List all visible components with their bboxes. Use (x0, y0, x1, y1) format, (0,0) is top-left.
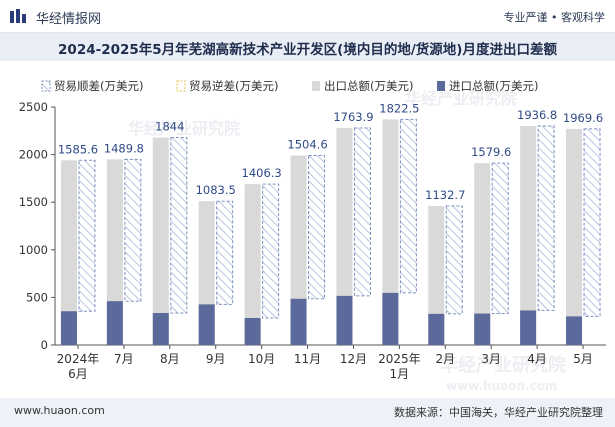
watermark-url: www.huaon.com (446, 379, 557, 393)
legend-swatch-import (437, 81, 445, 91)
x-tick-label: 2025年 (378, 352, 421, 366)
y-tick-label: 1500 (19, 195, 48, 209)
import-bar (106, 301, 123, 345)
import-bar (520, 310, 537, 345)
surplus-value-label: 1822.5 (379, 101, 419, 115)
x-tick-label: 4月 (527, 352, 547, 366)
x-tick-label: 6月 (68, 367, 88, 381)
surplus-bar (537, 125, 555, 311)
surplus-bar (308, 155, 326, 300)
watermark-text: 华经产业研究院 (440, 354, 566, 376)
x-tick-label: 11月 (294, 352, 321, 366)
surplus-bar (262, 183, 280, 319)
import-bar (290, 298, 307, 345)
footer (0, 398, 615, 427)
x-tick-label: 9月 (206, 352, 226, 366)
legend-label-surplus: 贸易顺差(万美元) (54, 79, 143, 93)
title-band (0, 33, 615, 61)
x-tick-label: 7月 (114, 352, 134, 366)
legend-label-deficit: 贸易逆差(万美元) (189, 79, 278, 93)
export-bar (290, 155, 307, 345)
legend-label-export: 出口总额(万美元) (324, 79, 413, 93)
export-bar (428, 206, 445, 345)
y-tick-label: 1000 (19, 243, 48, 257)
y-tick-label: 500 (26, 290, 48, 304)
x-tick-label: 12月 (340, 352, 367, 366)
surplus-value-label: 1132.7 (425, 188, 465, 202)
x-tick-label: 1月 (390, 367, 410, 381)
data-source: 数据来源：中国海关，华经产业研究院整理 (394, 406, 603, 419)
surplus-value-label: 1763.9 (333, 110, 373, 124)
export-bar (566, 128, 583, 345)
surplus-bar (399, 118, 417, 294)
import-bar (60, 311, 77, 345)
surplus-bar (491, 162, 509, 315)
import-bar (566, 316, 583, 345)
export-bar (382, 119, 399, 345)
x-tick-label: 10月 (248, 352, 275, 366)
surplus-bar (353, 127, 371, 297)
watermark-text: 华经产业研究院 (405, 89, 517, 108)
x-tick-label: 5月 (573, 352, 593, 366)
brand-name: 华经情报网 (36, 12, 102, 27)
watermark-text: 华经产业研究院 (128, 119, 240, 138)
y-tick-label: 2000 (19, 148, 48, 162)
x-tick-label: 2024年 (57, 352, 100, 366)
x-tick-label: 8月 (160, 352, 180, 366)
import-bar (198, 304, 215, 345)
surplus-value-label: 1936.8 (517, 108, 557, 122)
surplus-value-label: 1083.5 (196, 183, 236, 197)
chart-title: 2024-2025年5月年芜湖高新技术产业开发区(境内目的地/货源地)月度进出口… (58, 42, 557, 58)
import-bar (152, 313, 169, 345)
surplus-value-label: 1585.6 (58, 142, 98, 156)
export-bar (60, 160, 77, 345)
export-bar (520, 126, 537, 345)
legend-swatch-export (312, 81, 320, 91)
surplus-value-label: 1504.6 (287, 138, 327, 152)
surplus-bar (170, 136, 188, 314)
legend-swatch-surplus (41, 80, 51, 92)
export-bar (152, 137, 169, 345)
export-bar (336, 127, 353, 345)
import-bar (336, 295, 353, 345)
surplus-bar (445, 205, 463, 315)
surplus-value-label: 1844 (155, 119, 184, 133)
surplus-bar (124, 158, 142, 302)
legend-swatch-deficit (176, 80, 186, 92)
top-bar (0, 0, 615, 33)
brand-slogan: 专业严谨 • 客观科学 (503, 11, 605, 24)
import-bar (428, 313, 445, 345)
surplus-value-label: 1579.6 (471, 145, 511, 159)
surplus-bar (216, 200, 234, 305)
y-tick-label: 0 (41, 338, 48, 352)
export-bar (106, 159, 123, 345)
surplus-value-label: 1489.8 (104, 141, 144, 155)
export-bar (244, 184, 261, 345)
y-tick-label: 2500 (19, 100, 48, 114)
surplus-bar (78, 159, 96, 312)
x-tick-label: 2月 (435, 352, 455, 366)
surplus-bar (583, 128, 601, 317)
import-bar (244, 317, 261, 345)
x-tick-label: 3月 (481, 352, 501, 366)
import-bar (474, 313, 491, 345)
surplus-value-label: 1406.3 (242, 166, 282, 180)
brand-logo-icon (10, 9, 26, 23)
legend-label-import: 进口总额(万美元) (449, 79, 538, 93)
footer-url[interactable]: www.huaon.com (14, 404, 105, 417)
surplus-value-label: 1969.6 (563, 111, 603, 125)
export-bar (474, 163, 491, 345)
import-bar (382, 292, 399, 345)
